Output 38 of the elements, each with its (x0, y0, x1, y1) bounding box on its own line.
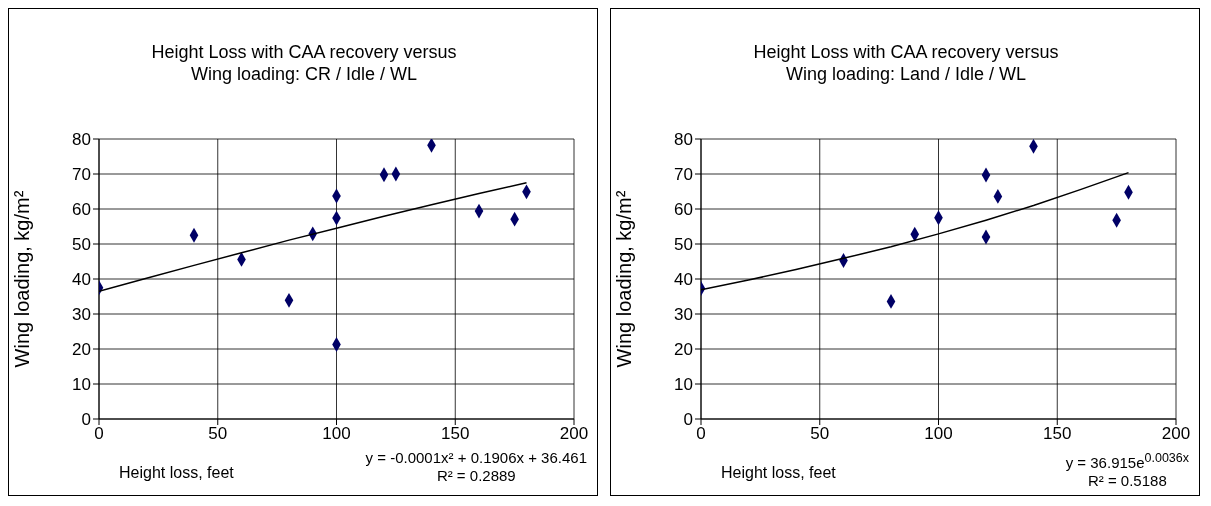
y-tick-label: 40 (72, 270, 91, 290)
x-tick-label: 150 (1043, 424, 1072, 444)
y-tick-label: 50 (674, 235, 693, 255)
x-axis-title: Height loss, feet (119, 464, 234, 482)
chart-title: Height Loss with CAA recovery versus Wing loading: Land / Idle / WL (752, 41, 1060, 85)
y-tick-label: 80 (674, 130, 693, 150)
text: y = 36.915e$^{0.0036x}$ (1065, 450, 1189, 472)
x-tick-label: 0 (696, 424, 706, 444)
x-tick-label: 200 (1161, 424, 1191, 444)
text: R² = 0.2889 (435, 467, 517, 485)
x-tick-label: 100 (322, 424, 351, 444)
y-tick-label: 60 (72, 200, 91, 220)
y-tick-label: 70 (72, 165, 91, 185)
y-axis-title: Wing loading, kg/m² (11, 190, 34, 368)
y-tick-label: 30 (72, 305, 91, 325)
y-tick-label: 10 (72, 375, 91, 395)
y-tick-label: 10 (674, 375, 693, 395)
y-tick-label: 80 (72, 130, 91, 150)
x-tick-label: 100 (924, 424, 953, 444)
text: R² = 0.5188 (1086, 472, 1168, 490)
y-tick-label: 60 (674, 200, 693, 220)
y-tick-label: 0 (81, 410, 91, 430)
y-tick-label: 50 (72, 235, 91, 255)
chart-title: Height Loss with CAA recovery versus Wing loading: CR / Idle / WL (150, 41, 458, 85)
x-tick-label: 150 (441, 424, 470, 444)
y-tick-label: 40 (674, 270, 693, 290)
y-tick-label: 70 (674, 165, 693, 185)
text: y = -0.0001x² + 0.1906x + 36.461 (365, 449, 587, 467)
y-tick-label: 30 (674, 305, 693, 325)
y-tick-label: 20 (72, 340, 91, 360)
x-tick-label: 0 (94, 424, 104, 444)
y-tick-label: 0 (683, 410, 693, 430)
y-axis-title: Wing loading, kg/m² (613, 190, 636, 368)
x-tick-label: 50 (810, 424, 830, 444)
x-tick-label: 200 (559, 424, 589, 444)
y-tick-label: 20 (674, 340, 693, 360)
x-tick-label: 50 (208, 424, 228, 444)
x-axis-title: Height loss, feet (721, 464, 836, 482)
